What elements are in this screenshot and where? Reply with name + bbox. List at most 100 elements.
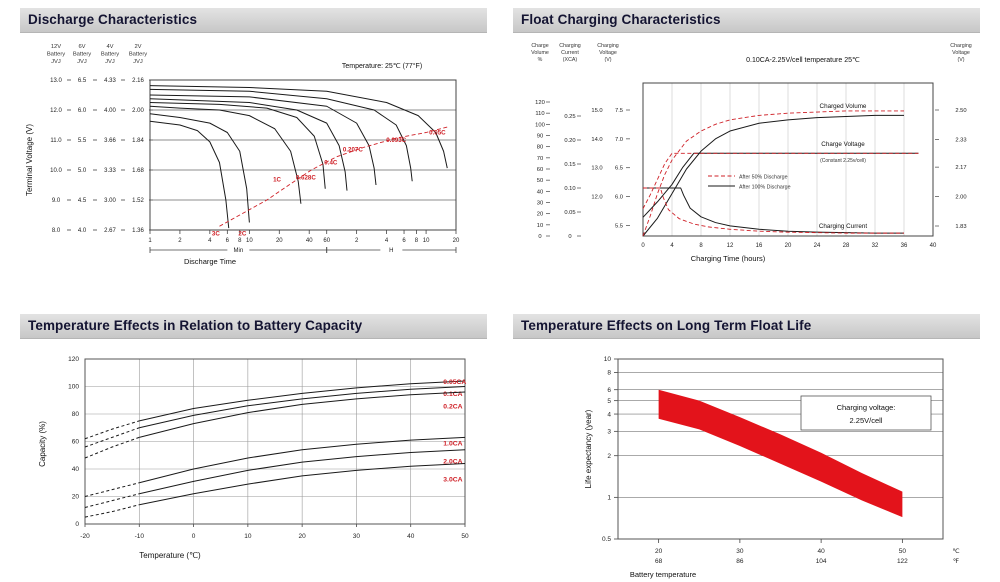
svg-text:40: 40: [930, 243, 937, 249]
float-life-chart: 0.5123456810206830864010450122℃℉Charging…: [584, 356, 960, 579]
svg-text:0.2CA: 0.2CA: [443, 404, 462, 411]
svg-text:16: 16: [756, 243, 763, 249]
svg-text:12.0: 12.0: [50, 108, 62, 114]
svg-text:℉: ℉: [953, 558, 960, 565]
svg-text:0.093C: 0.093C: [386, 137, 406, 144]
svg-text:10: 10: [246, 238, 253, 244]
svg-text:20: 20: [655, 548, 663, 555]
svg-text:40: 40: [407, 533, 415, 540]
svg-text:13.0: 13.0: [50, 78, 62, 84]
svg-text:6.5: 6.5: [615, 166, 623, 172]
svg-text:Charging: Charging: [559, 43, 581, 49]
svg-text:80: 80: [537, 145, 543, 151]
svg-text:0.4C: 0.4C: [324, 159, 338, 166]
svg-text:5.5: 5.5: [615, 223, 623, 229]
svg-text:0.20: 0.20: [564, 138, 575, 144]
svg-text:3.00: 3.00: [104, 198, 116, 204]
svg-text:6.0: 6.0: [78, 108, 87, 114]
svg-text:(Constant 2.25v/cell): (Constant 2.25v/cell): [820, 158, 866, 164]
svg-text:10.0: 10.0: [50, 168, 62, 174]
svg-text:5.0: 5.0: [78, 168, 87, 174]
svg-text:Charging: Charging: [950, 43, 972, 49]
svg-text:60: 60: [323, 238, 330, 244]
svg-text:2.67: 2.67: [104, 228, 116, 234]
svg-text:8: 8: [238, 238, 242, 244]
svg-text:Volume: Volume: [531, 50, 549, 56]
svg-text:2.00: 2.00: [955, 195, 966, 201]
svg-text:3C: 3C: [212, 231, 220, 238]
svg-text:8: 8: [699, 243, 703, 249]
svg-text:0.207C: 0.207C: [343, 146, 363, 153]
svg-text:24: 24: [814, 243, 821, 249]
svg-text:4: 4: [385, 238, 389, 244]
svg-text:1.84: 1.84: [132, 138, 144, 144]
svg-text:0.628C: 0.628C: [296, 174, 316, 181]
svg-text:15.0: 15.0: [591, 108, 602, 114]
svg-text:Voltage: Voltage: [952, 50, 970, 56]
section-header-temp-capacity: Temperature Effects in Relation to Batte…: [20, 314, 487, 339]
svg-text:0.05CA: 0.05CA: [443, 379, 466, 386]
svg-text:1.83: 1.83: [955, 224, 966, 230]
svg-text:4: 4: [607, 411, 611, 418]
svg-text:4: 4: [208, 238, 212, 244]
svg-text:3.0CA: 3.0CA: [443, 476, 462, 483]
svg-text:3.33: 3.33: [104, 168, 116, 174]
svg-text:20: 20: [72, 494, 80, 501]
svg-text:6.0: 6.0: [615, 195, 623, 201]
svg-text:68: 68: [655, 558, 663, 565]
svg-text:50: 50: [899, 548, 907, 555]
svg-text:100: 100: [535, 122, 545, 128]
svg-text:0.25: 0.25: [564, 114, 575, 120]
svg-text:60: 60: [72, 439, 80, 446]
svg-text:2.33: 2.33: [955, 137, 966, 143]
svg-text:Terminal Voltage (V): Terminal Voltage (V): [25, 124, 34, 196]
svg-text:Charging Current: Charging Current: [819, 223, 868, 230]
svg-text:Temperature (℃): Temperature (℃): [139, 551, 201, 560]
svg-text:4.0: 4.0: [78, 228, 87, 234]
svg-text:6: 6: [402, 238, 406, 244]
svg-text:1: 1: [607, 495, 611, 502]
svg-text:Discharge Time: Discharge Time: [184, 257, 236, 266]
svg-text:H: H: [389, 248, 393, 254]
svg-text:2C: 2C: [238, 231, 246, 238]
svg-text:Charging voltage:: Charging voltage:: [837, 403, 896, 412]
svg-text:122: 122: [897, 558, 908, 565]
section-title: Float Charging Characteristics: [521, 12, 721, 27]
svg-text:6V: 6V: [78, 44, 85, 50]
svg-text:10: 10: [537, 223, 543, 229]
svg-text:JVJ: JVJ: [77, 59, 87, 65]
svg-text:30: 30: [353, 533, 361, 540]
svg-text:0.10CA-2.25V/cell temperature: 0.10CA-2.25V/cell temperature 25℃: [746, 57, 860, 64]
svg-text:5.5: 5.5: [78, 138, 87, 144]
panel-temp-float-life: Temperature Effects on Long Term Float L…: [513, 314, 980, 582]
svg-text:7.5: 7.5: [615, 108, 623, 114]
svg-text:20: 20: [453, 238, 460, 244]
svg-text:Charge Voltage: Charge Voltage: [821, 141, 865, 148]
svg-text:40: 40: [818, 548, 826, 555]
svg-text:40: 40: [306, 238, 313, 244]
svg-text:Battery temperature: Battery temperature: [630, 570, 696, 579]
svg-text:%: %: [538, 57, 543, 63]
svg-text:After 50% Discharge: After 50% Discharge: [739, 175, 788, 181]
svg-text:Battery: Battery: [101, 52, 119, 58]
svg-text:Current: Current: [561, 50, 579, 56]
svg-text:℃: ℃: [952, 548, 960, 555]
svg-text:2.25V/cell: 2.25V/cell: [850, 416, 883, 425]
section-title: Discharge Characteristics: [28, 12, 198, 27]
svg-text:0: 0: [75, 521, 79, 528]
svg-text:10: 10: [423, 238, 430, 244]
svg-text:2: 2: [355, 238, 359, 244]
discharge-characteristics-chart: Terminal Voltage (V)12VBatteryJVJ13.012.…: [25, 44, 460, 266]
svg-text:2.16: 2.16: [132, 78, 144, 84]
svg-text:100: 100: [68, 384, 79, 391]
svg-text:0.05C: 0.05C: [429, 129, 446, 136]
svg-text:50: 50: [461, 533, 469, 540]
svg-text:12.0: 12.0: [591, 195, 602, 201]
svg-text:4V: 4V: [106, 44, 113, 50]
svg-text:10: 10: [604, 356, 612, 363]
svg-text:30: 30: [736, 548, 744, 555]
svg-text:2V: 2V: [134, 44, 141, 50]
svg-text:104: 104: [816, 558, 827, 565]
svg-text:3.66: 3.66: [104, 138, 116, 144]
svg-text:4.5: 4.5: [78, 198, 87, 204]
